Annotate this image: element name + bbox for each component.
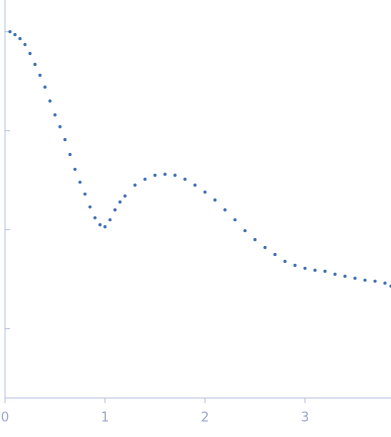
- point: [118, 200, 122, 204]
- point: [323, 269, 327, 273]
- point: [263, 245, 267, 250]
- point: [88, 205, 92, 209]
- point: [33, 62, 37, 66]
- point: [58, 125, 62, 129]
- x-tick-label: 1: [101, 411, 109, 426]
- point: [273, 252, 277, 257]
- point: [313, 268, 317, 272]
- point: [113, 208, 117, 212]
- point: [283, 259, 287, 263]
- point: [303, 266, 307, 270]
- point: [383, 281, 387, 285]
- point: [183, 177, 187, 181]
- point: [73, 167, 77, 171]
- point: [48, 99, 52, 103]
- point: [98, 223, 102, 227]
- point: [133, 183, 137, 187]
- point: [213, 198, 217, 202]
- point: [108, 218, 112, 222]
- point: [253, 237, 257, 242]
- point: [83, 192, 87, 196]
- point: [28, 51, 32, 56]
- point: [343, 274, 347, 278]
- point: [103, 225, 107, 229]
- point: [38, 73, 42, 77]
- point: [203, 190, 207, 194]
- point: [63, 137, 67, 142]
- point: [153, 173, 157, 177]
- point: [243, 229, 247, 233]
- point: [13, 33, 17, 37]
- x-tick-label: 0: [1, 411, 9, 426]
- point: [233, 218, 237, 222]
- x-tick-label: 3: [301, 411, 309, 426]
- point: [23, 42, 27, 47]
- point: [53, 113, 57, 117]
- point: [143, 177, 147, 181]
- point: [353, 276, 357, 280]
- point: [363, 278, 367, 282]
- x-tick-label: 2: [201, 411, 209, 426]
- point: [18, 37, 22, 41]
- point: [123, 194, 127, 198]
- point: [373, 279, 377, 283]
- point: [333, 272, 337, 276]
- point: [43, 85, 47, 89]
- point: [68, 152, 72, 157]
- point: [223, 208, 227, 212]
- point: [78, 180, 82, 184]
- point: [173, 173, 177, 177]
- point: [8, 30, 12, 34]
- point: [93, 216, 97, 220]
- point: [193, 183, 197, 187]
- point: [293, 263, 297, 267]
- point: [163, 172, 167, 176]
